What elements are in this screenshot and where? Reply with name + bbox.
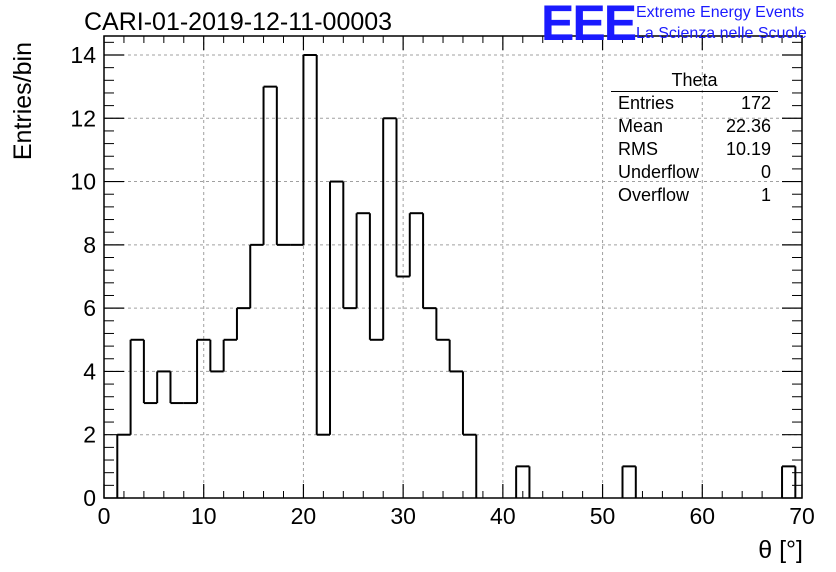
histogram-bin: [142, 339, 158, 405]
histogram-bin: [275, 86, 291, 246]
logo-subtitle-line2: La Scienza nelle Scuole: [636, 25, 807, 42]
stats-value: 0: [760, 162, 771, 182]
x-tick-label: 50: [590, 503, 616, 529]
histogram-bin: [249, 243, 264, 309]
stats-label: Entries: [618, 93, 675, 113]
y-tick-label: 12: [70, 105, 96, 131]
histogram-bin: [156, 370, 171, 404]
histogram-bin: [302, 53, 317, 245]
histogram-bin: [329, 180, 344, 435]
y-tick-label: 8: [83, 232, 96, 258]
stats-row-rms: RMS 10.19: [611, 138, 778, 161]
stats-label: Overflow: [618, 185, 690, 205]
histogram-bins: [116, 53, 797, 498]
stats-value: 172: [740, 93, 771, 113]
x-tick-label: 30: [390, 503, 416, 529]
y-tick-label: 2: [83, 422, 96, 448]
histogram-bin: [461, 371, 477, 436]
histogram-bin: [222, 338, 237, 372]
logo-subtitle-line1: Extreme Energy Events: [636, 4, 805, 21]
y-tick-label: 4: [83, 358, 96, 384]
histogram-bin: [169, 371, 184, 405]
histogram-bin: [116, 433, 131, 498]
eee-logo: EEE: [541, 0, 637, 51]
histogram-bin: [408, 212, 424, 277]
stats-value: 1: [760, 185, 771, 205]
x-tick-label: 0: [98, 503, 111, 529]
stats-box: Theta Entries 172 Mean 22.36 RMS 10.19 U…: [611, 70, 778, 207]
y-tick-label: 6: [83, 295, 96, 321]
histogram-bin: [315, 54, 331, 436]
histogram-bin: [422, 213, 437, 310]
x-tick-label: 60: [689, 503, 715, 529]
x-tick-label: 70: [789, 503, 815, 529]
x-axis-label: θ [°]: [758, 536, 803, 564]
histogram-bin: [196, 338, 211, 404]
y-tick-label: 14: [70, 42, 96, 68]
histogram-bin: [448, 339, 463, 373]
stats-label: RMS: [618, 139, 658, 159]
histogram-bin: [209, 339, 224, 373]
plot-frame: [103, 35, 803, 499]
histogram-bin: [368, 213, 384, 341]
stats-value: 10.19: [725, 139, 771, 159]
stats-row-underflow: Underflow 0: [611, 161, 778, 184]
stats-row-entries: Entries 172: [611, 92, 778, 115]
histogram-bin: [515, 465, 530, 498]
histogram-bin: [342, 181, 357, 310]
stats-title: Theta: [611, 70, 778, 92]
histogram-bin: [621, 465, 636, 498]
stats-row-mean: Mean 22.36: [611, 115, 778, 138]
histogram-bin: [781, 465, 796, 498]
chart-title: CARI-01-2019-12-11-00003: [84, 8, 393, 36]
histogram-bin: [235, 307, 251, 340]
stats-label: Mean: [618, 116, 664, 136]
stats-value: 22.36: [725, 116, 771, 136]
y-axis-label: Entries/bin: [9, 42, 37, 160]
histogram-bin: [355, 212, 370, 309]
y-tick-label: 10: [70, 169, 96, 195]
x-tick-label: 10: [191, 503, 217, 529]
histogram-bin: [435, 308, 450, 341]
x-tick-label: 20: [291, 503, 317, 529]
y-tick-label: 0: [83, 485, 96, 511]
histogram-bin: [129, 338, 144, 435]
histogram-bin: [395, 118, 410, 278]
x-tick-label: 40: [490, 503, 516, 529]
histogram-bin: [382, 117, 397, 340]
stats-row-overflow: Overflow 1: [611, 184, 778, 207]
histogram-bin: [262, 85, 277, 245]
stats-label: Underflow: [618, 162, 700, 182]
